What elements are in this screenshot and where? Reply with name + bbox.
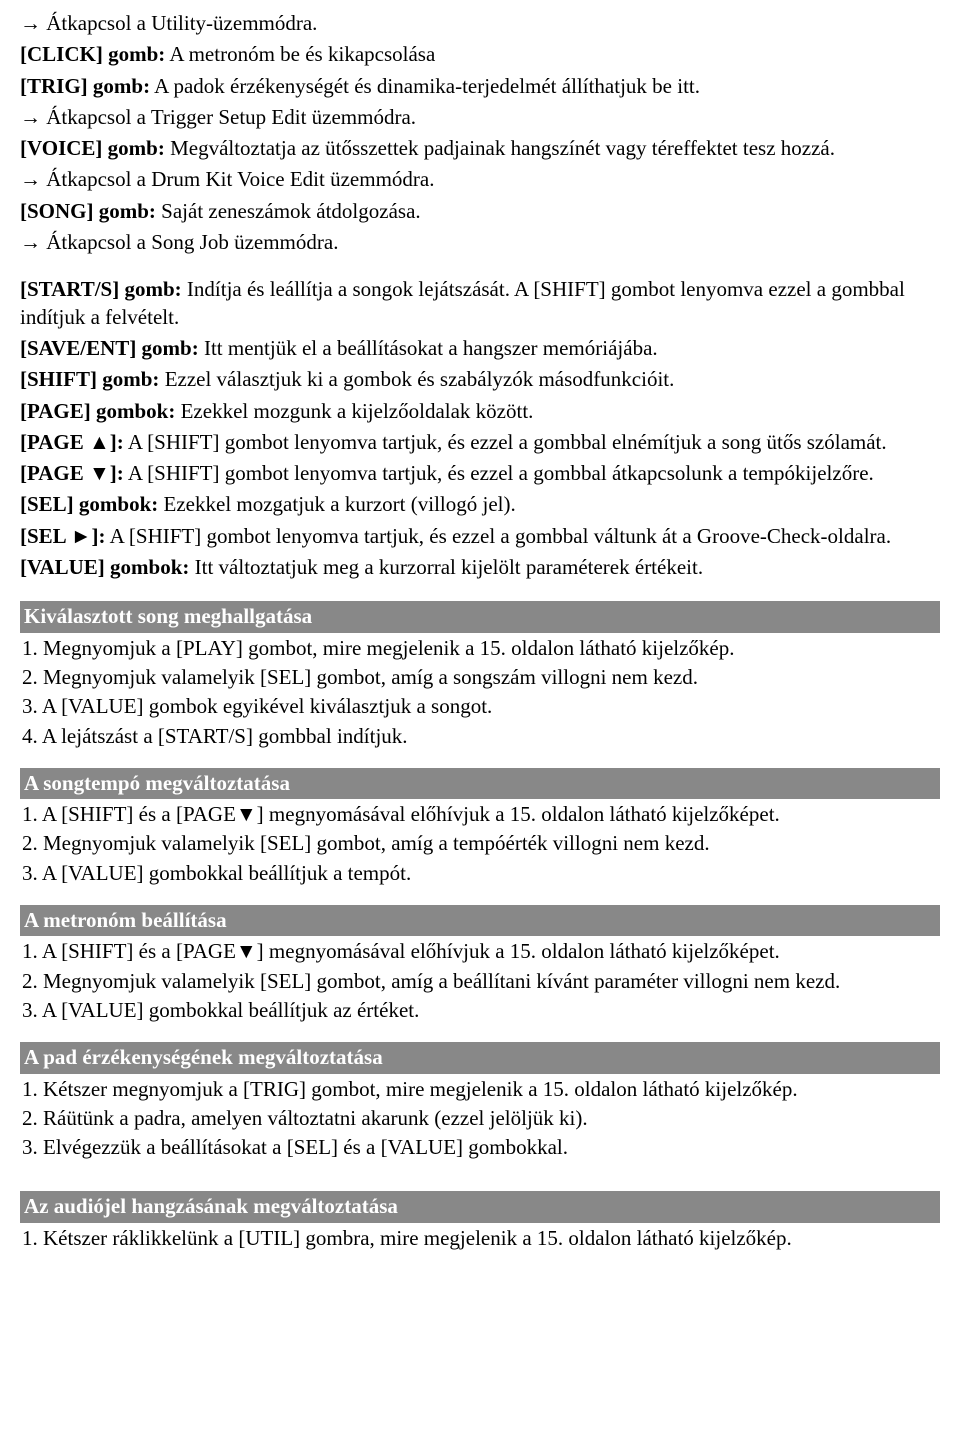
step: 3. A [VALUE] gombokkal beállítjuk az ért… (22, 997, 940, 1024)
step: 3. Elvégezzük a beállításokat a [SEL] és… (22, 1134, 940, 1161)
controls-block: [START/S] gomb: Indítja és leállítja a s… (20, 276, 940, 581)
text: Ezekkel mozgatjuk a kurzort (villogó jel… (158, 492, 515, 516)
text: Ezzel választjuk ki a gombok és szabályz… (159, 367, 674, 391)
step: 3. A [VALUE] gombok egyikével kiválasztj… (22, 693, 940, 720)
section-pad-sensitivity: A pad érzékenységének megváltoztatása 1.… (20, 1042, 940, 1161)
step: 1. Kétszer ráklikkelünk a [UTIL] gombra,… (22, 1225, 940, 1252)
intro-line: → Átkapcsol a Song Job üzemmódra. (20, 229, 940, 256)
text: Itt változtatjuk meg a kurzorral kijelöl… (189, 555, 703, 579)
label: [SEL ►]: (20, 524, 106, 548)
text: A padok érzékenységét és dinamika-terjed… (150, 74, 700, 98)
intro-line: → Átkapcsol a Utility-üzemmódra. (20, 10, 940, 37)
text: Megváltoztatja az ütősszettek padjainak … (165, 136, 835, 160)
section-title: Kiválasztott song meghallgatása (20, 601, 940, 632)
label: [PAGE ▼]: (20, 461, 124, 485)
section-title: A songtempó megváltoztatása (20, 768, 940, 799)
step: 2. Megnyomjuk valamelyik [SEL] gombot, a… (22, 830, 940, 857)
step: 3. A [VALUE] gombokkal beállítjuk a temp… (22, 860, 940, 887)
label: [SEL] gombok: (20, 492, 158, 516)
step: 4. A lejátszást a [START/S] gombbal indí… (22, 723, 940, 750)
step: 1. A [SHIFT] és a [PAGE▼] megnyomásával … (22, 801, 940, 828)
step: 1. Megnyomjuk a [PLAY] gombot, mire megj… (22, 635, 940, 662)
section-title: A pad érzékenységének megváltoztatása (20, 1042, 940, 1073)
label: [SAVE/ENT] gomb: (20, 336, 199, 360)
intro-line: [CLICK] gomb: A metronóm be és kikapcsol… (20, 41, 940, 68)
text: Itt mentjük el a beállításokat a hangsze… (199, 336, 658, 360)
label: [PAGE ▲]: (20, 430, 124, 454)
label: [SONG] gomb: (20, 199, 156, 223)
section-metronome: A metronóm beállítása 1. A [SHIFT] és a … (20, 905, 940, 1024)
label: [PAGE] gombok: (20, 399, 175, 423)
text: A [SHIFT] gombot lenyomva tartjuk, és ez… (124, 430, 887, 454)
ctrl-line: [VALUE] gombok: Itt változtatjuk meg a k… (20, 554, 940, 581)
section-title: Az audiójel hangzásának megváltoztatása (20, 1191, 940, 1222)
ctrl-line: [PAGE] gombok: Ezekkel mozgunk a kijelző… (20, 398, 940, 425)
ctrl-line: [SHIFT] gomb: Ezzel választjuk ki a gomb… (20, 366, 940, 393)
intro-line: → Átkapcsol a Trigger Setup Edit üzemmód… (20, 104, 940, 131)
text: Saját zeneszámok átdolgozása. (156, 199, 421, 223)
intro-line: [TRIG] gomb: A padok érzékenységét és di… (20, 73, 940, 100)
section-tempo-change: A songtempó megváltoztatása 1. A [SHIFT]… (20, 768, 940, 887)
label: [CLICK] gomb: (20, 42, 165, 66)
text: A [SHIFT] gombot lenyomva tartjuk, és ez… (106, 524, 892, 548)
step: 1. Kétszer megnyomjuk a [TRIG] gombot, m… (22, 1076, 940, 1103)
step: 1. A [SHIFT] és a [PAGE▼] megnyomásával … (22, 938, 940, 965)
label: [TRIG] gomb: (20, 74, 150, 98)
step: 2. Megnyomjuk valamelyik [SEL] gombot, a… (22, 664, 940, 691)
label: [VOICE] gomb: (20, 136, 165, 160)
section-title: A metronóm beállítása (20, 905, 940, 936)
intro-block: → Átkapcsol a Utility-üzemmódra. [CLICK]… (20, 10, 940, 256)
step: 2. Megnyomjuk valamelyik [SEL] gombot, a… (22, 968, 940, 995)
ctrl-line: [SEL ►]: A [SHIFT] gombot lenyomva tartj… (20, 523, 940, 550)
label: [VALUE] gombok: (20, 555, 189, 579)
ctrl-line: [PAGE ▲]: A [SHIFT] gombot lenyomva tart… (20, 429, 940, 456)
label: [START/S] gomb: (20, 277, 182, 301)
step: 2. Ráütünk a padra, amelyen változtatni … (22, 1105, 940, 1132)
intro-line: [VOICE] gomb: Megváltoztatja az ütősszet… (20, 135, 940, 162)
label: [SHIFT] gomb: (20, 367, 159, 391)
section-song-listen: Kiválasztott song meghallgatása 1. Megny… (20, 601, 940, 749)
text: A metronóm be és kikapcsolása (165, 42, 435, 66)
intro-line: → Átkapcsol a Drum Kit Voice Edit üzemmó… (20, 166, 940, 193)
section-audio-sound: Az audiójel hangzásának megváltoztatása … (20, 1191, 940, 1252)
intro-line: [SONG] gomb: Saját zeneszámok átdolgozás… (20, 198, 940, 225)
ctrl-line: [PAGE ▼]: A [SHIFT] gombot lenyomva tart… (20, 460, 940, 487)
text: Ezekkel mozgunk a kijelzőoldalak között. (175, 399, 533, 423)
text: A [SHIFT] gombot lenyomva tartjuk, és ez… (124, 461, 874, 485)
ctrl-line: [SAVE/ENT] gomb: Itt mentjük el a beállí… (20, 335, 940, 362)
ctrl-line: [SEL] gombok: Ezekkel mozgatjuk a kurzor… (20, 491, 940, 518)
ctrl-line: [START/S] gomb: Indítja és leállítja a s… (20, 276, 940, 331)
